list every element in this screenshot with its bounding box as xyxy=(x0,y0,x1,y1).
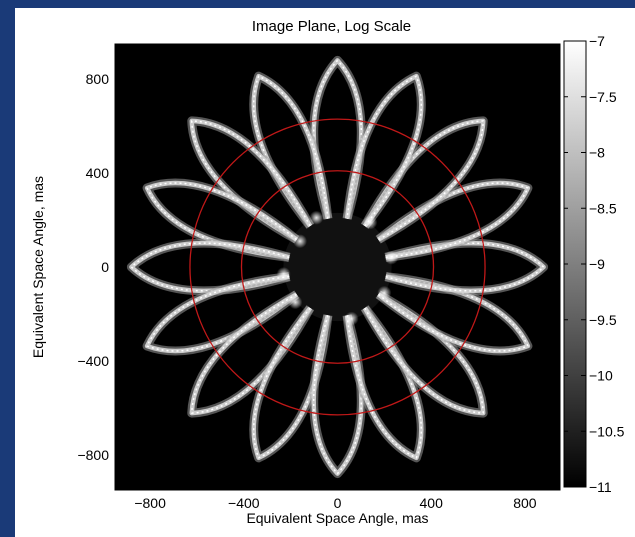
colorbar-tick-label: −11 xyxy=(589,479,612,495)
bright-spot xyxy=(276,267,291,282)
y-tick-label: 0 xyxy=(101,259,109,275)
colorbar-tick-label: −9.5 xyxy=(589,312,617,328)
center-core xyxy=(283,212,392,322)
y-tick-label: 400 xyxy=(86,165,110,181)
bright-spot xyxy=(293,234,308,249)
x-tick-label: −400 xyxy=(228,495,260,511)
bright-spot xyxy=(344,311,359,326)
colorbar-ticks: −7 −7.5 −8 −8.5 −9 −9.5 −10 −10.5 −11 xyxy=(564,33,625,495)
chart-svg: Image Plane, Log Scale −800 −400 0 400 800 −… xyxy=(30,18,625,526)
colorbar-tick-label: −10.5 xyxy=(589,423,625,439)
bright-spot xyxy=(377,285,392,300)
figure: Image Plane, Log Scale −800 −400 0 400 800 −… xyxy=(15,8,635,537)
petal-speckle xyxy=(346,75,423,227)
colorbar-tick-label: −7.5 xyxy=(589,89,617,105)
x-axis-ticks: −800 −400 0 400 800 xyxy=(134,44,537,511)
y-tick-label: −800 xyxy=(77,447,109,463)
y-axis-label: Equivalent Space Angle, mas xyxy=(30,176,46,358)
colorbar-tick-label: −7 xyxy=(589,33,605,49)
colorbar-tick-label: −8 xyxy=(589,145,605,161)
colorbar-tick-label: −9 xyxy=(589,256,605,272)
circle-overlays xyxy=(189,118,486,416)
flower-pattern xyxy=(126,55,549,479)
bright-spot xyxy=(288,295,303,310)
y-axis-ticks: −800 −400 0 400 800 xyxy=(77,71,560,463)
bright-spot xyxy=(363,215,378,230)
x-tick-label: 800 xyxy=(513,495,537,511)
colorbar-tick-label: −10 xyxy=(589,368,613,384)
red-circle xyxy=(189,118,486,416)
y-tick-label: 800 xyxy=(86,71,110,87)
bright-spot xyxy=(384,250,399,265)
x-axis-label: Equivalent Space Angle, mas xyxy=(246,510,428,526)
x-tick-label: 400 xyxy=(420,495,444,511)
x-tick-label: −800 xyxy=(134,495,166,511)
colorbar-tick-label: −8.5 xyxy=(589,200,617,216)
bright-spot xyxy=(309,210,324,225)
chart-title: Image Plane, Log Scale xyxy=(252,18,411,35)
red-circle xyxy=(240,170,435,364)
y-tick-label: −400 xyxy=(77,353,109,369)
x-tick-label: 0 xyxy=(334,495,342,511)
